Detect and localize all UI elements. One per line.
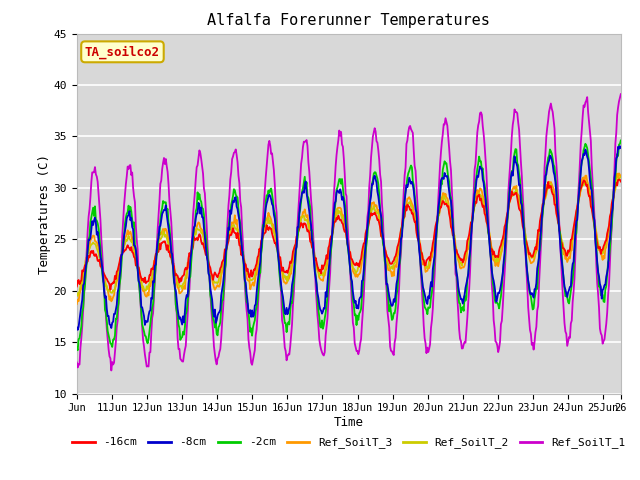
Text: TA_soilco2: TA_soilco2 [85,45,160,59]
Title: Alfalfa Forerunner Temperatures: Alfalfa Forerunner Temperatures [207,13,490,28]
X-axis label: Time: Time [334,416,364,429]
Y-axis label: Temperatures (C): Temperatures (C) [38,154,51,274]
Legend: -16cm, -8cm, -2cm, Ref_SoilT_3, Ref_SoilT_2, Ref_SoilT_1: -16cm, -8cm, -2cm, Ref_SoilT_3, Ref_Soil… [68,433,630,453]
